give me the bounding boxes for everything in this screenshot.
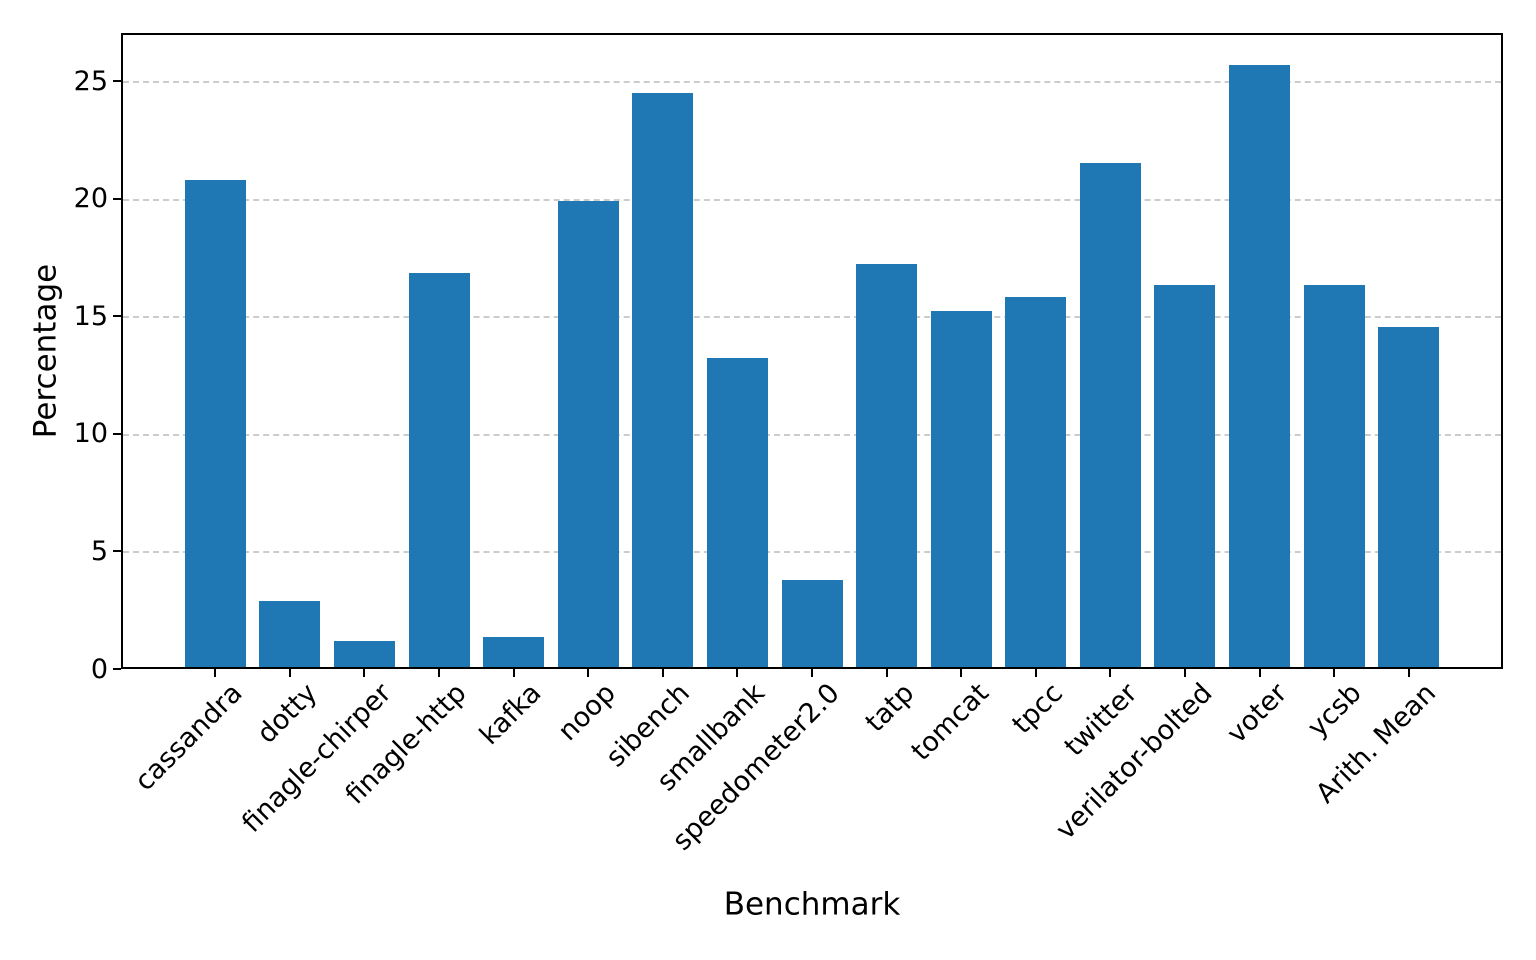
bar-finagle-http [408,273,470,667]
x-tick-mark-dotty [288,669,291,677]
x-tick-label-tpcc: tpcc [1006,677,1070,741]
bar-voter [1229,64,1291,667]
gridline-y-10 [123,433,1501,436]
y-tick-label-25: 25 [73,65,108,97]
x-tick-mark-ycsb [1333,669,1336,677]
x-tick-mark-noop [587,669,590,677]
y-tick-mark-0 [113,668,121,670]
bar-tomcat [930,310,992,667]
x-tick-label-cassandra: cassandra [129,677,249,798]
y-tick-mark-15 [113,315,121,318]
y-tick-label-15: 15 [73,300,108,332]
x-tick-mark-cassandra [214,669,217,677]
x-tick-mark-tatp [885,669,888,677]
x-tick-mark-smallbank [736,669,739,677]
x-tick-mark-tomcat [960,669,963,677]
plot-area [121,33,1503,669]
bar-Arith. Mean [1378,327,1440,667]
bar-noop [557,200,619,667]
x-tick-mark-speedometer2.0 [811,669,813,677]
bar-tpcc [1005,296,1067,667]
x-tick-label-kafka: kafka [473,677,548,752]
y-axis-label: Percentage [27,263,64,439]
bar-verilator-bolted [1154,284,1216,667]
x-tick-label-voter: voter [1221,677,1294,750]
gridline-y-15 [123,316,1501,319]
bar-kafka [483,636,545,667]
x-tick-mark-kafka [512,669,515,677]
x-tick-label-tatp: tatp [859,677,921,739]
x-tick-label-ycsb: ycsb [1301,677,1368,744]
x-tick-mark-verilator-bolted [1183,669,1186,677]
y-tick-mark-10 [113,432,121,435]
y-tick-label-10: 10 [73,418,108,450]
bar-cassandra [184,179,246,667]
x-tick-mark-finagle-chirper [363,669,366,677]
x-tick-mark-sibench [661,669,664,677]
y-tick-mark-25 [113,80,121,83]
x-axis-label: Benchmark [723,886,901,923]
x-tick-mark-Arith. Mean [1407,669,1410,677]
bar-dotty [259,601,321,667]
y-tick-mark-20 [113,197,121,200]
bar-twitter [1079,163,1141,667]
x-tick-label-dotty: dotty [251,677,324,750]
bar-speedometer2.0 [781,580,843,667]
x-tick-label-tomcat: tomcat [905,677,995,767]
bar-sibench [632,92,694,667]
x-tick-mark-twitter [1109,669,1112,677]
gridline-y-25 [123,81,1501,84]
y-tick-label-5: 5 [90,535,108,567]
bar-finagle-chirper [333,641,395,667]
gridline-y-20 [123,198,1501,201]
x-tick-mark-voter [1258,669,1261,677]
gridline-y-5 [123,551,1501,554]
y-tick-label-0: 0 [90,653,108,685]
x-tick-mark-finagle-http [438,669,441,677]
x-tick-mark-tpcc [1034,669,1037,677]
bar-ycsb [1303,284,1365,667]
bar-tatp [856,263,918,667]
y-tick-mark-5 [113,550,121,553]
x-tick-label-noop: noop [552,677,622,748]
y-tick-label-20: 20 [73,183,108,215]
bar-smallbank [706,357,768,667]
